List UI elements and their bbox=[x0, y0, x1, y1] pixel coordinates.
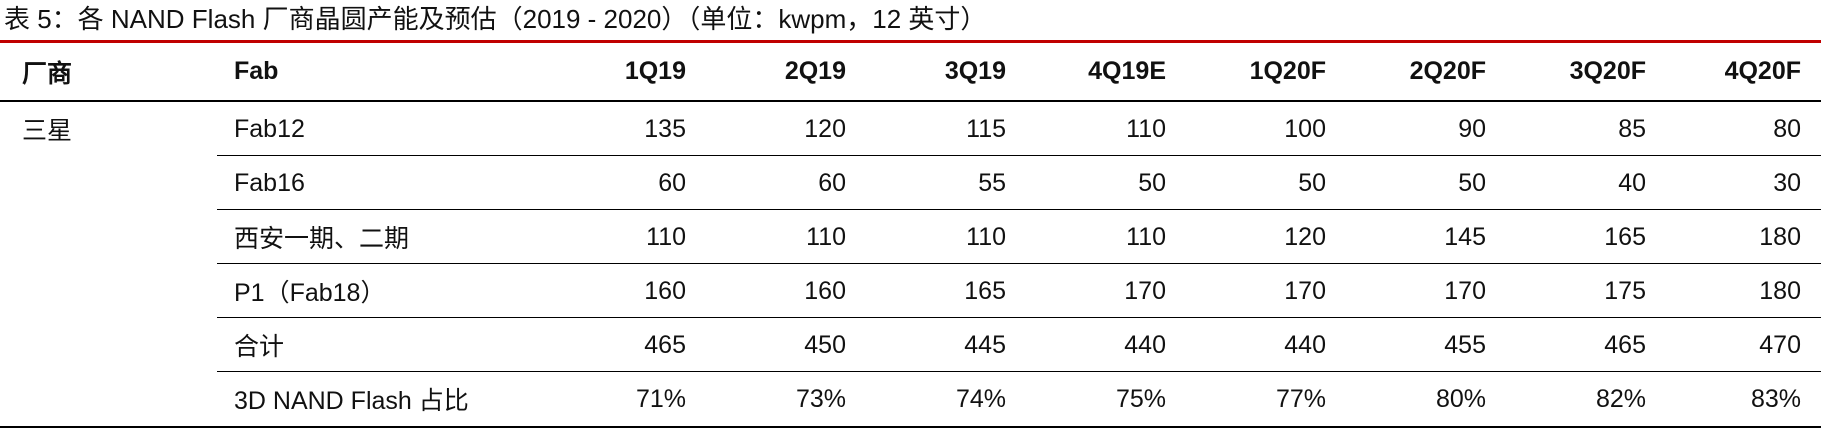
value-cell: 160 bbox=[644, 276, 686, 305]
table-header-row: 厂商 Fab 1Q19 2Q19 3Q19 4Q19E 1Q20F 2Q20F … bbox=[0, 43, 1821, 102]
vendor-cell: 三星 bbox=[22, 117, 73, 145]
value-cell: 170 bbox=[1284, 276, 1326, 305]
value-cell: 180 bbox=[1759, 222, 1801, 251]
value-cell: 110 bbox=[646, 222, 686, 251]
value-cell: 115 bbox=[966, 114, 1006, 143]
fab-cell: 合计 bbox=[234, 333, 285, 361]
row-divider bbox=[217, 155, 1821, 156]
value-cell: 175 bbox=[1604, 276, 1646, 305]
header-fab: Fab bbox=[234, 57, 279, 85]
header-3q20f: 3Q20F bbox=[1569, 57, 1646, 85]
value-cell: 100 bbox=[1284, 114, 1326, 143]
fab-cell: Fab16 bbox=[234, 168, 305, 197]
fab-cell: Fab12 bbox=[234, 114, 305, 143]
value-cell: 74% bbox=[955, 384, 1006, 413]
fab-cell: 3D NAND Flash 占比 bbox=[234, 387, 469, 415]
value-cell: 50 bbox=[1458, 168, 1486, 197]
value-cell: 80 bbox=[1773, 114, 1801, 143]
table-caption: 表 5：各 NAND Flash 厂商晶圆产能及预估（2019 - 2020）（… bbox=[4, 4, 987, 34]
header-1q20f: 1Q20F bbox=[1249, 57, 1326, 85]
value-cell: 110 bbox=[806, 222, 846, 251]
value-cell: 82% bbox=[1595, 384, 1646, 413]
value-cell: 77% bbox=[1275, 384, 1326, 413]
value-cell: 170 bbox=[1124, 276, 1166, 305]
value-cell: 60 bbox=[658, 168, 686, 197]
header-vendor: 厂商 bbox=[22, 59, 73, 88]
value-cell: 180 bbox=[1759, 276, 1801, 305]
table-row: Fab16 60 60 55 50 50 50 40 30 bbox=[0, 156, 1821, 210]
value-cell: 465 bbox=[644, 330, 686, 359]
value-cell: 440 bbox=[1124, 330, 1166, 359]
value-cell: 30 bbox=[1773, 168, 1801, 197]
table-row: 3D NAND Flash 占比 71% 73% 74% 75% 77% 80%… bbox=[0, 372, 1821, 428]
row-divider bbox=[217, 371, 1821, 372]
table-row: 西安一期、二期 110 110 110 110 120 145 165 180 bbox=[0, 210, 1821, 264]
value-cell: 83% bbox=[1750, 384, 1801, 413]
row-divider bbox=[217, 209, 1821, 210]
value-cell: 75% bbox=[1115, 384, 1166, 413]
value-cell: 55 bbox=[978, 168, 1006, 197]
value-cell: 440 bbox=[1284, 330, 1326, 359]
value-cell: 50 bbox=[1298, 168, 1326, 197]
value-cell: 165 bbox=[1604, 222, 1646, 251]
value-cell: 50 bbox=[1138, 168, 1166, 197]
fab-cell: P1（Fab18） bbox=[234, 279, 386, 307]
value-cell: 145 bbox=[1444, 222, 1486, 251]
value-cell: 450 bbox=[804, 330, 846, 359]
value-cell: 73% bbox=[795, 384, 846, 413]
value-cell: 80% bbox=[1435, 384, 1486, 413]
table-row: 三星 Fab12 135 120 115 110 100 90 85 80 bbox=[0, 102, 1821, 156]
value-cell: 60 bbox=[818, 168, 846, 197]
header-2q20f: 2Q20F bbox=[1409, 57, 1486, 85]
value-cell: 135 bbox=[644, 114, 686, 143]
header-3q19: 3Q19 bbox=[944, 57, 1006, 85]
value-cell: 160 bbox=[804, 276, 846, 305]
table-row: P1（Fab18） 160 160 165 170 170 170 175 18… bbox=[0, 264, 1821, 318]
header-2q19: 2Q19 bbox=[784, 57, 846, 85]
value-cell: 170 bbox=[1444, 276, 1486, 305]
value-cell: 110 bbox=[966, 222, 1006, 251]
fab-cell: 西安一期、二期 bbox=[234, 225, 410, 253]
table-row: 合计 465 450 445 440 440 455 465 470 bbox=[0, 318, 1821, 372]
value-cell: 85 bbox=[1618, 114, 1646, 143]
value-cell: 110 bbox=[1126, 222, 1166, 251]
header-1q19: 1Q19 bbox=[624, 57, 686, 85]
header-4q19e: 4Q19E bbox=[1088, 57, 1166, 85]
value-cell: 110 bbox=[1126, 114, 1166, 143]
value-cell: 71% bbox=[635, 384, 686, 413]
value-cell: 165 bbox=[964, 276, 1006, 305]
value-cell: 465 bbox=[1604, 330, 1646, 359]
value-cell: 120 bbox=[804, 114, 846, 143]
value-cell: 40 bbox=[1618, 168, 1646, 197]
value-cell: 90 bbox=[1458, 114, 1486, 143]
value-cell: 120 bbox=[1284, 222, 1326, 251]
header-4q20f: 4Q20F bbox=[1724, 57, 1801, 85]
value-cell: 470 bbox=[1759, 330, 1801, 359]
value-cell: 455 bbox=[1444, 330, 1486, 359]
row-divider bbox=[217, 263, 1821, 264]
capacity-table: 厂商 Fab 1Q19 2Q19 3Q19 4Q19E 1Q20F 2Q20F … bbox=[0, 40, 1821, 428]
row-divider bbox=[217, 317, 1821, 318]
value-cell: 445 bbox=[964, 330, 1006, 359]
